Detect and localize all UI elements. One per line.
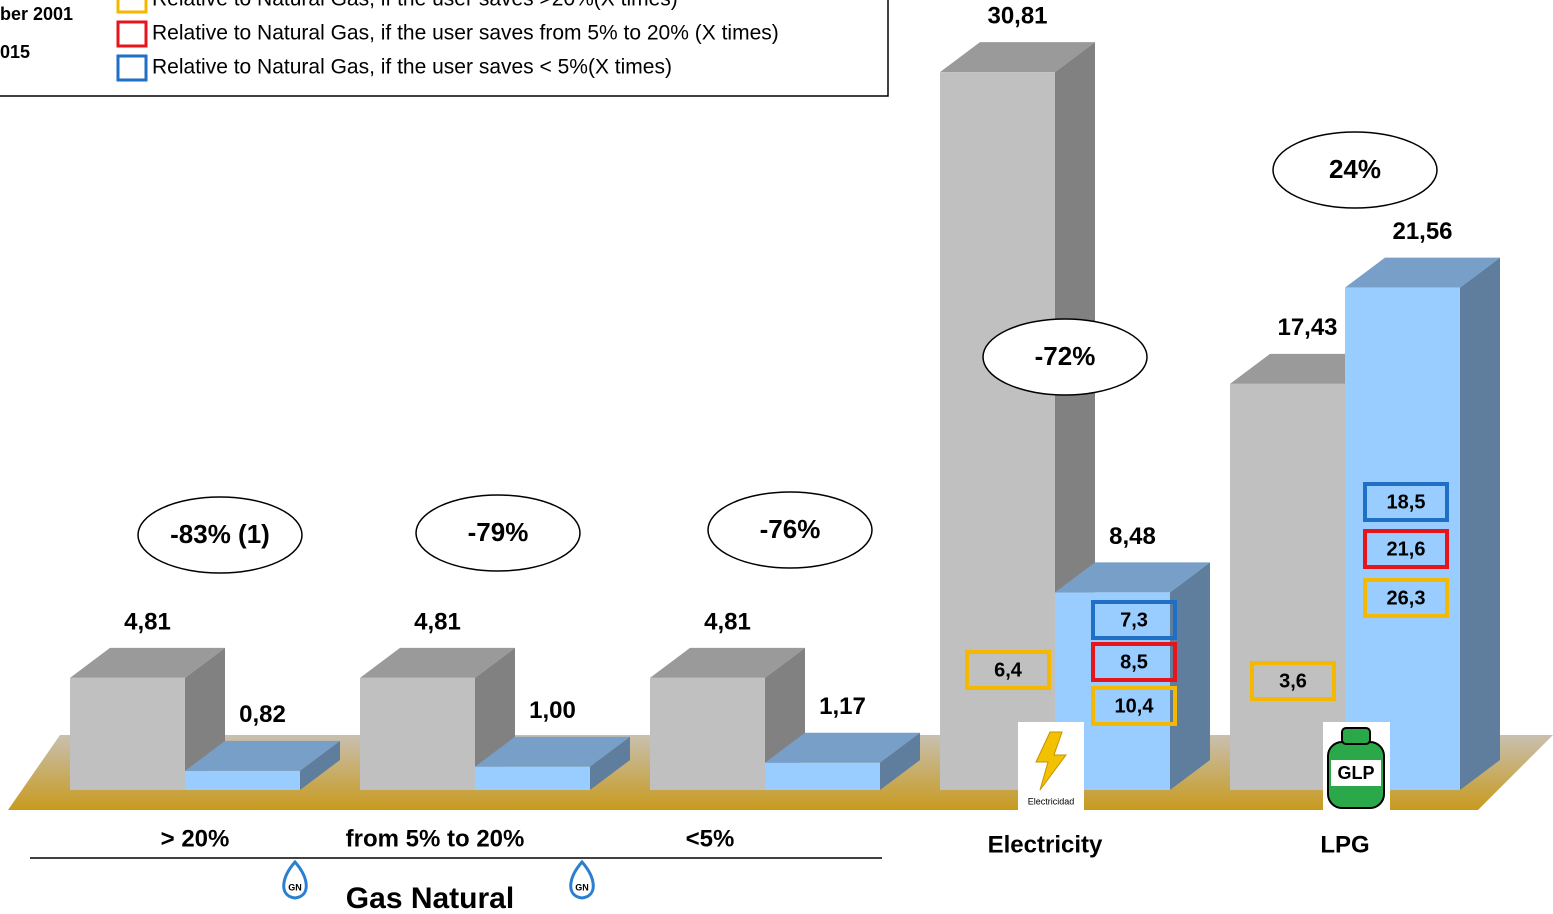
bar-front: [475, 766, 590, 790]
icon-label: GLP: [1337, 763, 1374, 783]
bar-top: [765, 732, 920, 763]
bar: [185, 740, 340, 790]
bar-top: [650, 647, 805, 678]
ratio-box: [965, 650, 1051, 690]
ratio-box: [1091, 686, 1177, 726]
bar-front: [185, 770, 300, 790]
tank-label-bg: [1331, 760, 1381, 786]
legend-label: Relative to Natural Gas, if the user sav…: [152, 22, 779, 45]
value-label: 0,82: [239, 701, 286, 728]
legend-swatch: [116, 20, 148, 48]
ratio-label: 3,6: [1279, 670, 1307, 692]
icon-label: GN: [288, 882, 302, 892]
bar-top: [360, 647, 515, 678]
legend-series: 015: [0, 42, 30, 62]
bar-top: [185, 740, 340, 771]
legend-swatch: [116, 0, 148, 14]
bar-side: [1170, 562, 1210, 790]
ratio-box: [1091, 642, 1177, 682]
change-label: -79%: [468, 517, 529, 547]
bar-side: [590, 736, 630, 790]
flame: [569, 859, 595, 900]
icon-label: Electricidad: [1028, 796, 1075, 806]
bar-top: [1345, 257, 1500, 288]
bar-front: [650, 677, 765, 790]
bar-front: [70, 677, 185, 790]
value-label: 1,17: [819, 693, 866, 720]
ratio-box: [1363, 482, 1449, 522]
bar: [475, 736, 630, 790]
ratio-label: 10,4: [1115, 695, 1155, 717]
value-label: 1,00: [529, 697, 576, 724]
ratio-label: 8,5: [1120, 651, 1148, 673]
gas-icon: GN: [282, 859, 308, 900]
ratio-label: 6,4: [994, 659, 1023, 681]
legend-series: ber 2001: [0, 4, 73, 24]
bar-side: [1460, 257, 1500, 791]
legend-label: Relative to Natural Gas, if the user sav…: [152, 56, 672, 79]
bar-top: [1055, 562, 1210, 593]
category-label: from 5% to 20%: [346, 825, 525, 852]
bar-top: [70, 647, 225, 678]
tank-top: [1341, 727, 1371, 745]
bar-front: [940, 72, 1055, 790]
bolt: [1035, 731, 1067, 791]
change-ellipse: [1272, 131, 1438, 209]
flame: [282, 859, 308, 900]
bar-front: [360, 677, 475, 790]
ratio-box: [1363, 529, 1449, 569]
change-label: 24%: [1329, 154, 1381, 184]
category-label: > 20%: [161, 825, 230, 852]
bar-top: [475, 736, 630, 767]
value-label: 21,56: [1392, 218, 1452, 245]
change-ellipse: [137, 496, 303, 574]
ratio-label: 7,3: [1120, 609, 1148, 631]
value-label: 30,81: [987, 2, 1047, 29]
bar-side: [880, 732, 920, 790]
value-label: 4,81: [414, 608, 461, 635]
bar: [1345, 257, 1500, 791]
bar-front: [765, 762, 880, 790]
ratio-label: 21,6: [1387, 538, 1426, 560]
ratio-box: [1363, 578, 1449, 618]
gas-icon: GN: [569, 859, 595, 900]
ratio-box: [1250, 661, 1336, 701]
lpg-icon: GLP: [1323, 722, 1390, 812]
category-label: LPG: [1320, 831, 1369, 858]
change-label: -83% (1): [170, 519, 270, 549]
value-label: 4,81: [124, 608, 171, 635]
electricity-icon: Electricidad: [1018, 722, 1084, 812]
change-ellipse: [707, 491, 873, 569]
bar: [70, 647, 225, 790]
change-label: -72%: [1035, 341, 1096, 371]
value-label: 4,81: [704, 608, 751, 635]
legend-swatch: [116, 54, 148, 82]
bar-top: [940, 42, 1095, 73]
bar-side: [300, 740, 340, 790]
ratio-box: [1091, 600, 1177, 640]
legend-box: [0, 0, 889, 97]
legend-label: Relative to Natural Gas, if the user sav…: [152, 0, 678, 11]
icon-label: GN: [575, 882, 589, 892]
value-label: 8,48: [1109, 523, 1156, 550]
group-label: Gas Natural: [346, 882, 514, 914]
category-label: <5%: [686, 825, 735, 852]
change-ellipse: [982, 318, 1148, 396]
change-ellipse: [415, 494, 581, 572]
ratio-label: 26,3: [1387, 587, 1426, 609]
ratio-label: 18,5: [1387, 491, 1426, 513]
bar: [650, 647, 805, 790]
bar: [765, 732, 920, 790]
change-label: -76%: [760, 514, 821, 544]
category-label: Electricity: [988, 831, 1103, 858]
value-label: 17,43: [1277, 314, 1337, 341]
